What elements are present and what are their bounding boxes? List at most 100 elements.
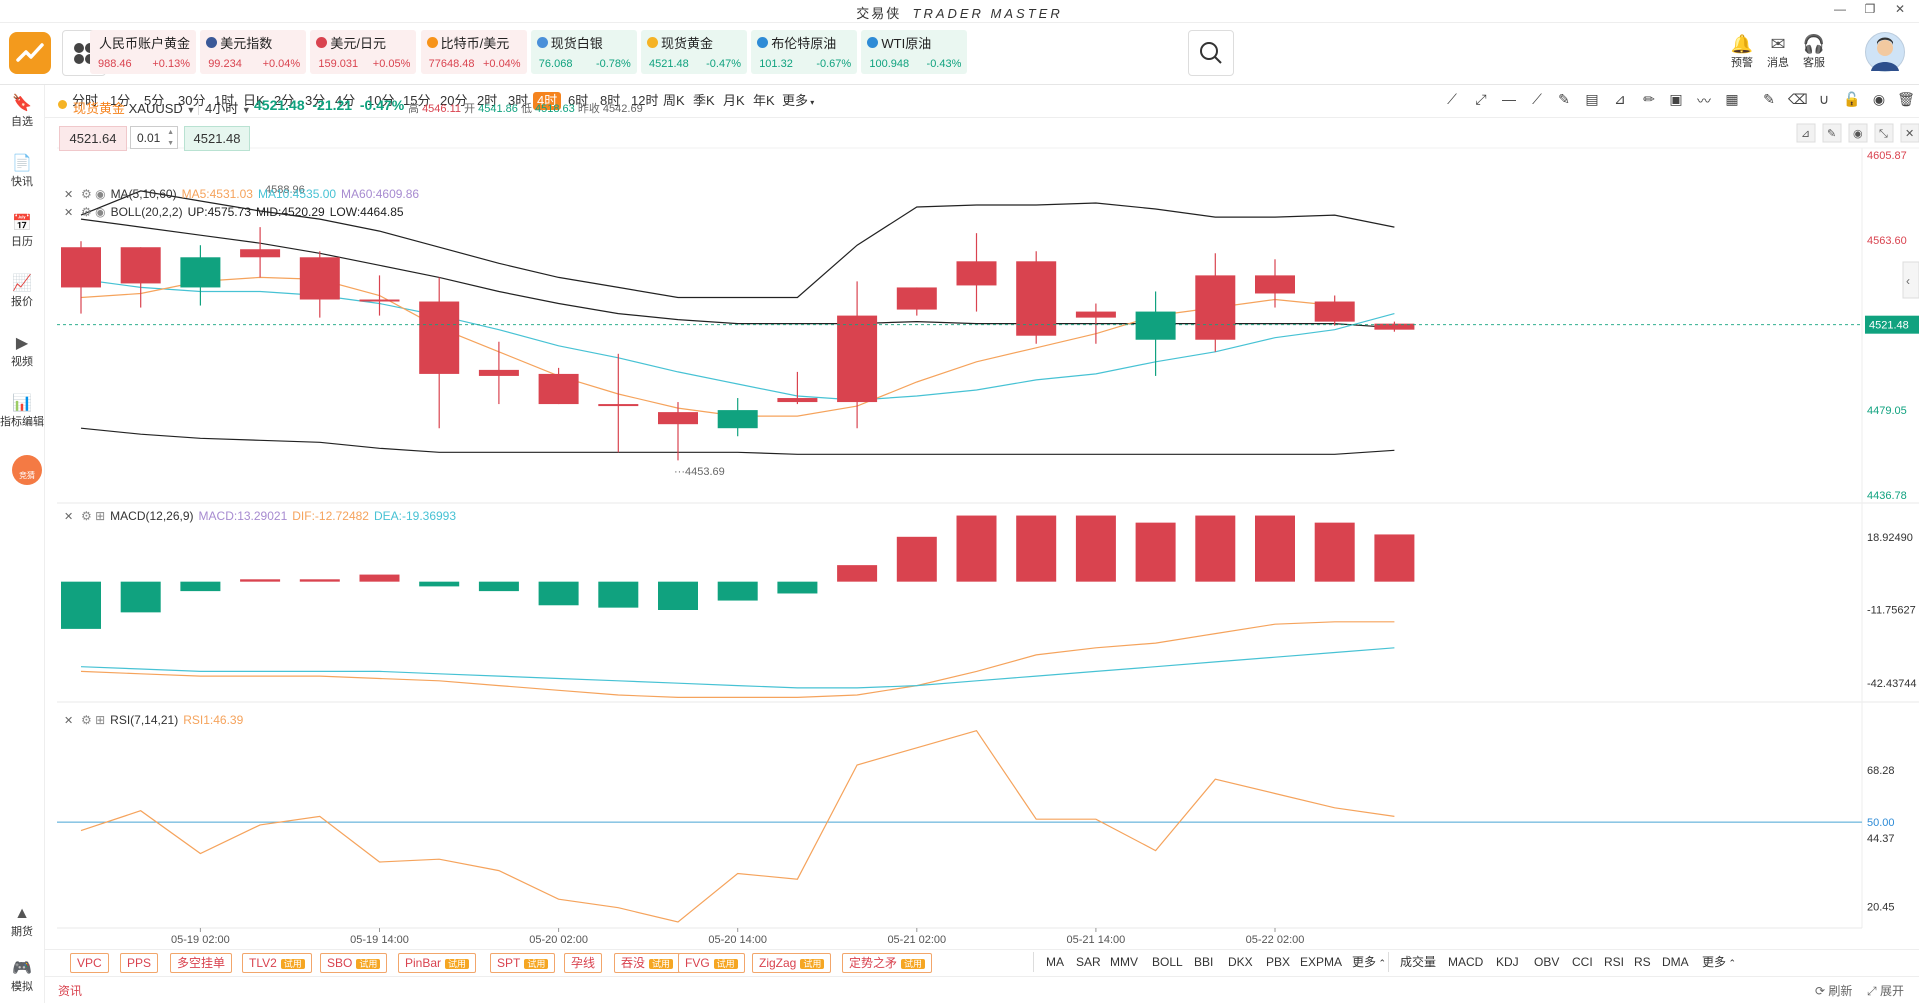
buy-price-button[interactable]: 4521.48 xyxy=(184,126,250,151)
candle[interactable] xyxy=(478,341,519,405)
indicator-tool-button[interactable]: 多空挂单 xyxy=(170,953,233,973)
timeframe-21[interactable]: 年K xyxy=(749,92,779,110)
indicator-tool-button[interactable]: TLV2 试用 xyxy=(242,953,312,973)
lot-size-input[interactable]: 0.01 ▲ ▼ xyxy=(130,126,178,149)
close-indicator-icon[interactable]: ✕ xyxy=(64,511,73,523)
quote-card[interactable]: 现货黄金 4521.48 -0.47% xyxy=(641,30,747,74)
indicator-tool-button[interactable]: PinBar 试用 xyxy=(398,953,477,973)
brush-icon[interactable]: ✏ xyxy=(1643,91,1655,107)
draw-icon[interactable]: ✎ xyxy=(1822,123,1842,143)
expand-button[interactable]: ⤢ 展开 xyxy=(1867,982,1904,999)
pen-icon[interactable]: ✎ xyxy=(1558,91,1570,107)
restore-icon[interactable]: ❐ xyxy=(1864,2,1876,16)
timeframe-22[interactable]: 更多 ▾ xyxy=(778,92,818,110)
fan-icon[interactable]: ⊿ xyxy=(1614,91,1626,107)
quote-card[interactable]: 人民币账户黄金 988.46 +0.13% xyxy=(90,30,196,74)
minimize-icon[interactable]: — xyxy=(1834,2,1846,16)
eraser-icon[interactable]: ⌫ xyxy=(1788,91,1808,107)
quote-card[interactable]: 比特币/美元 77648.48 +0.04% xyxy=(420,30,527,74)
sub-indicator-7[interactable]: DMA xyxy=(1662,953,1689,971)
guess-badge[interactable]: 竞猜 xyxy=(12,455,42,485)
main-indicator-4[interactable]: BBI xyxy=(1194,953,1213,971)
wave-icon[interactable]: 〰 xyxy=(1697,93,1711,109)
timeframe-1[interactable]: 1分 xyxy=(106,92,134,110)
lock-icon[interactable]: 🔓 xyxy=(1843,91,1861,107)
candle[interactable] xyxy=(1374,321,1415,332)
candle[interactable] xyxy=(61,241,101,314)
timeframe-13[interactable]: 3时 xyxy=(504,92,532,110)
eye-icon[interactable]: ◉ xyxy=(1848,123,1868,143)
edit-icon[interactable]: ✎ xyxy=(1763,91,1775,107)
candle[interactable] xyxy=(359,275,400,316)
quote-card[interactable]: WTI原油 100.948 -0.43% xyxy=(861,30,968,74)
quote-card[interactable]: 布伦特原油 101.32 -0.67% xyxy=(751,30,858,74)
sub-indicator-5[interactable]: RSI xyxy=(1604,953,1624,971)
indicator-tool-button[interactable]: ZigZag 试用 xyxy=(752,953,832,973)
timeframe-4[interactable]: 1时 xyxy=(210,92,238,110)
main-indicator-8[interactable]: 更多 ⌃ xyxy=(1352,953,1386,971)
candle[interactable] xyxy=(299,251,340,318)
candle[interactable] xyxy=(896,287,937,316)
close-icon[interactable]: ✕ xyxy=(1900,123,1919,143)
quote-card[interactable]: 美元/日元 159.031 +0.05% xyxy=(310,30,417,74)
main-indicator-1[interactable]: SAR xyxy=(1076,953,1101,971)
mail-button[interactable]: ✉ 消息 xyxy=(1758,34,1798,70)
polyline-icon[interactable]: ⟋ xyxy=(1532,91,1542,107)
bell-button[interactable]: 🔔 预警 xyxy=(1722,34,1762,70)
trend-line-icon[interactable]: ⟋ xyxy=(1447,91,1457,107)
timeframe-6[interactable]: 2分 xyxy=(270,92,298,110)
sub-indicator-4[interactable]: CCI xyxy=(1572,953,1593,971)
candle[interactable] xyxy=(1075,303,1116,344)
timeframe-2[interactable]: 5分 xyxy=(140,92,168,110)
timeframe-19[interactable]: 季K xyxy=(689,92,719,110)
timeframe-9[interactable]: 10分 xyxy=(363,92,398,110)
avatar[interactable] xyxy=(1865,32,1905,72)
candle[interactable] xyxy=(837,281,878,429)
timeframe-0[interactable]: 分时 xyxy=(68,92,102,110)
close-indicator-icon[interactable]: ✕ xyxy=(64,189,73,201)
news-label[interactable]: 资讯 xyxy=(58,984,83,998)
candle[interactable] xyxy=(240,227,281,278)
sidebar-item-calendar[interactable]: 📅 日历 xyxy=(0,215,44,249)
candle[interactable] xyxy=(538,367,579,405)
main-indicator-7[interactable]: EXPMA xyxy=(1300,953,1342,971)
indicator-tool-button[interactable]: SPT 试用 xyxy=(490,953,556,973)
chart-type-icon[interactable]: ⊿ xyxy=(1796,123,1816,143)
eye-icon[interactable]: ◉ xyxy=(1872,91,1886,107)
candle[interactable] xyxy=(120,247,161,308)
side-panel-toggle[interactable]: ‹ xyxy=(1902,261,1919,299)
fib-icon[interactable]: ▤ xyxy=(1585,91,1599,107)
timeframe-17[interactable]: 12时 xyxy=(627,92,662,110)
symbol-selector[interactable]: 现货黄金 XAUUSD ▼ xyxy=(73,98,195,117)
candle[interactable] xyxy=(717,398,758,437)
sub-indicator-1[interactable]: MACD xyxy=(1448,953,1483,971)
sub-indicator-8[interactable]: 更多 ⌃ xyxy=(1702,953,1736,971)
main-indicator-0[interactable]: MA xyxy=(1046,953,1064,971)
timeframe-11[interactable]: 20分 xyxy=(436,92,471,110)
indicator-tool-button[interactable]: PPS xyxy=(120,953,159,973)
indicator-tool-button[interactable]: VPC xyxy=(70,953,109,973)
stepper-icon[interactable]: ▲ ▼ xyxy=(167,129,174,147)
timeframe-18[interactable]: 周K xyxy=(659,92,689,110)
ray-icon[interactable]: ⤢ xyxy=(1475,91,1487,107)
timeframe-10[interactable]: 15分 xyxy=(399,92,434,110)
indicator-tool-button[interactable]: SBO 试用 xyxy=(320,953,388,973)
sidebar-item-gamepad[interactable]: 🎮 模拟 xyxy=(0,960,44,994)
sub-indicator-6[interactable]: RS xyxy=(1634,953,1651,971)
candle[interactable] xyxy=(419,277,460,429)
sidebar-item-quote[interactable]: 📈 报价 xyxy=(0,275,44,309)
quote-card[interactable]: 美元指数 99.234 +0.04% xyxy=(200,30,307,74)
magnet-icon[interactable]: ∪ xyxy=(1818,91,1830,107)
period-selector[interactable]: 4小时 ▼ xyxy=(205,98,251,117)
candle[interactable] xyxy=(180,245,221,306)
refresh-button[interactable]: ⟳ 刷新 xyxy=(1815,982,1852,999)
headset-button[interactable]: 🎧 客服 xyxy=(1794,34,1834,70)
timeframe-5[interactable]: 日K xyxy=(239,92,269,110)
grid-icon[interactable]: ▦ xyxy=(1725,91,1739,107)
timeframe-15[interactable]: 6时 xyxy=(564,92,592,110)
sidebar-item-video[interactable]: ▶ 视频 xyxy=(0,335,44,369)
close-window-icon[interactable]: ✕ xyxy=(1894,2,1906,16)
indicator-tool-button[interactable]: 孕线 xyxy=(564,953,603,973)
timeframe-14[interactable]: 4时 xyxy=(533,92,562,110)
